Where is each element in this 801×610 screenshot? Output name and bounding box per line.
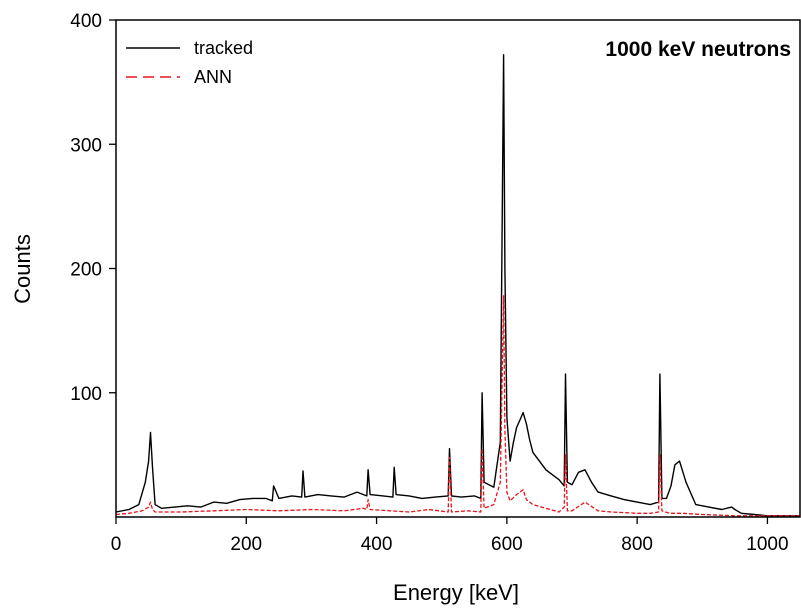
y-axis-title: Counts [10, 234, 35, 304]
x-tick-label: 0 [111, 534, 122, 555]
y-tick-label: 200 [70, 260, 102, 281]
x-tick-label: 800 [621, 534, 653, 555]
legend: tracked ANN [126, 38, 253, 87]
plot-frame [116, 20, 800, 517]
y-axis: 100 200 300 400 [70, 11, 116, 405]
legend-label-tracked: tracked [194, 38, 253, 58]
series-layer [116, 55, 800, 516]
x-tick-label: 1000 [746, 534, 788, 555]
chart-annotation: 1000 keV neutrons [605, 38, 791, 61]
y-tick-label: 100 [70, 384, 102, 405]
series-line-ann [116, 296, 800, 516]
legend-label-ann: ANN [194, 67, 232, 87]
series-line-tracked [116, 55, 800, 516]
y-tick-label: 300 [70, 135, 102, 156]
x-tick-label: 600 [491, 534, 523, 555]
x-axis: 0 200 400 600 800 1000 [111, 517, 789, 555]
x-tick-label: 200 [230, 534, 262, 555]
x-tick-label: 400 [361, 534, 393, 555]
y-tick-label: 400 [70, 11, 102, 32]
x-axis-title: Energy [keV] [393, 580, 519, 605]
